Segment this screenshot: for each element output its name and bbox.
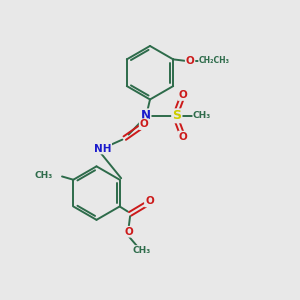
Text: O: O [178, 132, 187, 142]
Text: O: O [140, 119, 148, 129]
Text: O: O [186, 56, 194, 66]
Text: S: S [172, 109, 181, 122]
Text: CH₃: CH₃ [35, 171, 53, 180]
Text: N: N [140, 109, 151, 122]
Text: CH₃: CH₃ [193, 111, 211, 120]
Text: O: O [124, 227, 133, 237]
Text: O: O [178, 90, 187, 100]
Text: CH₂CH₃: CH₂CH₃ [199, 56, 230, 65]
Text: NH: NH [94, 143, 111, 154]
Text: O: O [145, 196, 154, 206]
Text: CH₃: CH₃ [133, 246, 151, 255]
